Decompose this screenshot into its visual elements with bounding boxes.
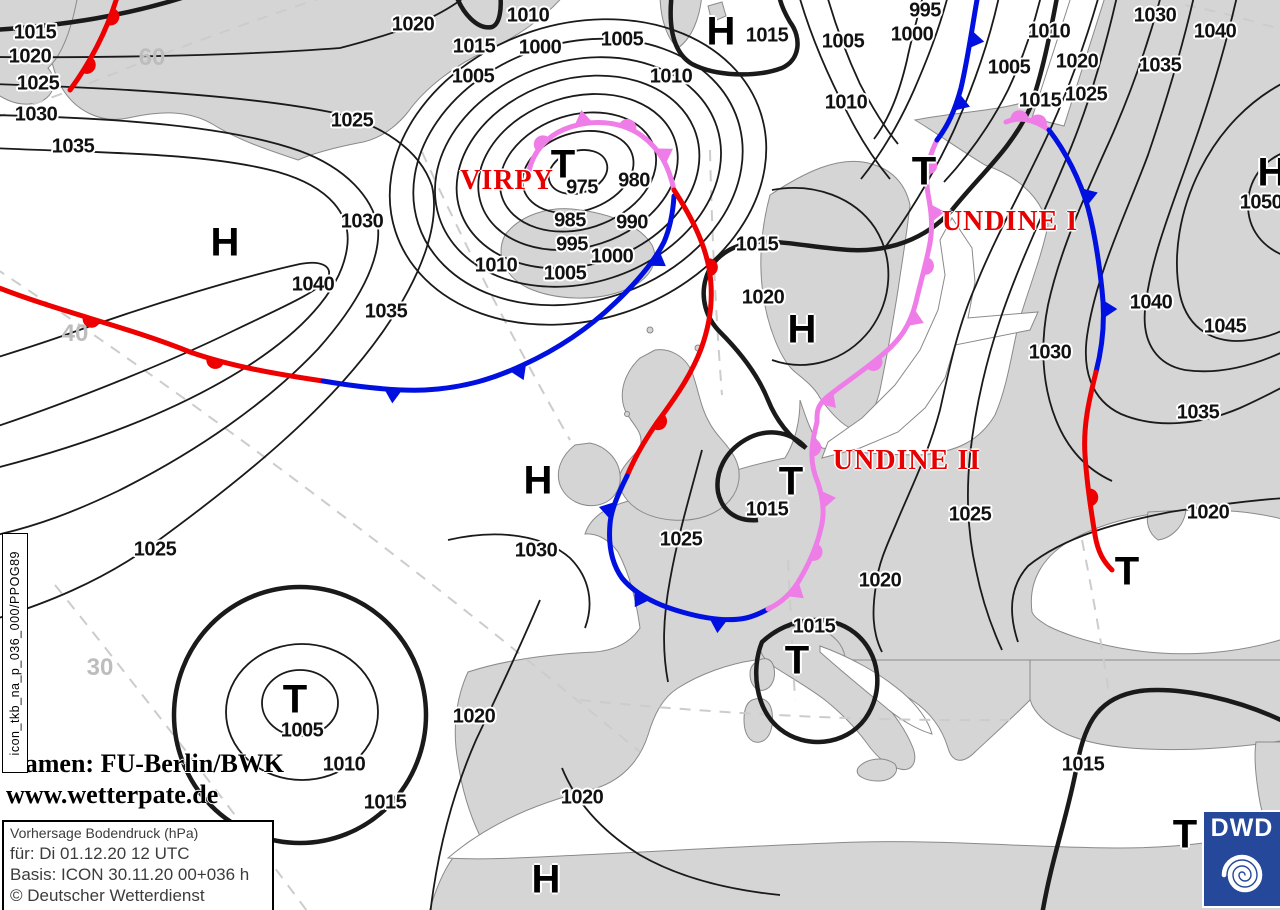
pressure-label: 1005 [600,28,644,51]
graticule-label: 60 [138,44,166,71]
pressure-label: 1025 [330,109,374,132]
dwd-spiral-icon [1221,854,1263,893]
info-valid-time: für: Di 01.12.20 12 UTC [10,844,190,863]
pressure-label: 1015 [745,498,789,521]
pressure-label: 1030 [1028,341,1072,364]
product-code-box: icon_tkb_na_p_036_000/PPOG89 [2,533,28,773]
pressure-label: 1010 [824,91,868,114]
low-center-label: T [784,638,810,683]
graticule-label: 30 [86,654,114,681]
info-product-title: Vorhersage Bodendruck (hPa) [10,825,199,841]
pressure-label: 1015 [13,21,57,44]
pressure-label: 1010 [322,753,366,776]
storm-name-label: VIRPY [460,165,554,196]
product-code-label: icon_tkb_na_p_036_000/PPOG89 [8,550,22,756]
pressure-label: 1020 [741,286,785,309]
pressure-label: 1025 [948,503,992,526]
credits-url[interactable]: www.wetterpate.de [6,780,219,809]
pressure-label: 1010 [474,254,518,277]
pressure-label: 1015 [792,615,836,638]
pressure-label: 1025 [659,528,703,551]
pressure-label: 1025 [1064,83,1108,106]
pressure-label: 1030 [14,103,58,126]
pressure-label: 1030 [340,210,384,233]
pressure-label: 1000 [890,23,934,46]
pressure-label: 1000 [590,245,634,268]
pressure-label: 1005 [280,719,324,742]
pressure-label: 975 [566,176,598,199]
low-center-label: T [282,677,308,722]
pressure-label: 1035 [1176,401,1220,424]
pressure-label: 1015 [735,233,779,256]
pressure-label: 995 [909,0,941,22]
high-center-label: H [1257,150,1280,195]
pressure-label: 1050 [1239,191,1280,214]
pressure-label: 1005 [821,30,865,53]
pressure-label: 1015 [1018,89,1062,112]
pressure-label: 1040 [1129,291,1173,314]
forecast-info-box: Vorhersage Bodendruck (hPa) für: Di 01.1… [2,820,274,910]
pressure-label: 1005 [451,65,495,88]
dwd-logo[interactable]: DWD [1204,812,1280,906]
dwd-logo-text: DWD [1210,814,1274,842]
high-center-label: H [706,9,736,54]
pressure-label: 1035 [364,300,408,323]
low-center-label: T [1114,549,1140,594]
pressure-label: 995 [556,233,588,256]
pressure-label: 1015 [363,791,407,814]
info-model-basis: Basis: ICON 30.11.20 00+036 h [10,865,250,884]
pressure-label: 1030 [1133,4,1177,27]
pressure-label: 1015 [452,35,496,58]
high-center-label: H [210,220,240,265]
pressure-label: 1010 [1027,20,1071,43]
pressure-label: 1020 [858,569,902,592]
pressure-label: 1045 [1203,315,1247,338]
pressure-label: 1030 [514,539,558,562]
pressure-label: 1005 [987,56,1031,79]
pressure-label: 1020 [8,45,52,68]
pressure-label: 1025 [133,538,177,561]
pressure-label: 1000 [518,36,562,59]
pressure-label: 1020 [391,13,435,36]
pressure-label: 990 [616,211,648,234]
high-center-label: H [523,458,553,503]
pressure-label: 1035 [51,135,95,158]
pressure-label: 1040 [291,273,335,296]
pressure-label: 1020 [1055,50,1099,73]
pressure-label: 1010 [506,4,550,27]
storm-name-label: UNDINE II [832,445,982,476]
high-center-label: H [787,307,817,352]
pressure-label: 1035 [1138,54,1182,77]
pressure-label: 1015 [1061,753,1105,776]
pressure-label: 1005 [543,262,587,285]
low-center-label: T [778,459,804,504]
pressure-label: 980 [618,169,650,192]
pressure-label: 1010 [649,65,693,88]
pressure-label: 1015 [745,24,789,47]
credits-names: Namen: FU-Berlin/BWK [6,749,285,778]
pressure-label: 985 [554,209,586,232]
storm-name-label: UNDINE I [941,206,1079,237]
low-center-label: T [550,142,576,187]
info-copyright: © Deutscher Wetterdienst [10,886,205,905]
pressure-label: 1040 [1193,20,1237,43]
low-center-label: T [1172,812,1198,857]
graticule-label: 40 [61,320,89,347]
credits-block: Namen: FU-Berlin/BWK www.wetterpate.de [6,748,284,810]
pressure-label: 1025 [16,72,60,95]
front-layer [0,0,1118,634]
high-center-label: H [531,857,561,902]
pressure-label: 1020 [1186,501,1230,524]
low-center-label: T [911,149,937,194]
pressure-label: 1020 [452,705,496,728]
pressure-label: 1020 [560,786,604,809]
